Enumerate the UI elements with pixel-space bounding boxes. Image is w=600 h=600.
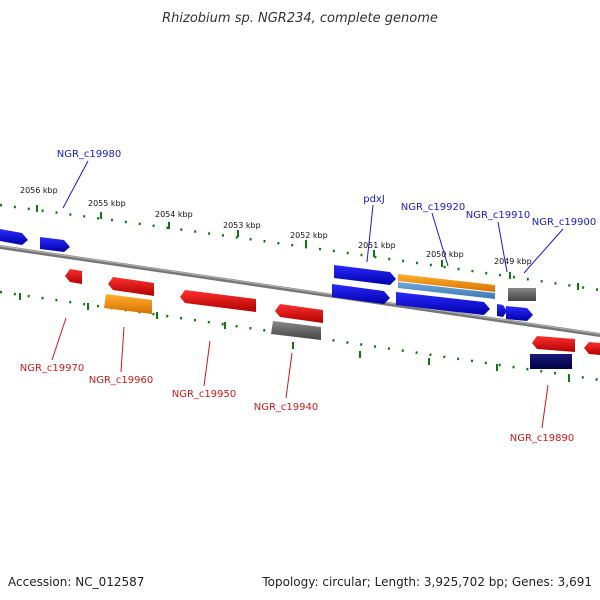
accession-text: Accession: NC_012587 <box>8 575 144 589</box>
leader-line <box>366 204 374 263</box>
gene-arrow-NGR-c19920[interactable] <box>398 274 495 292</box>
leader-line <box>541 384 549 429</box>
gene-label-NGR-c19900[interactable]: NGR_c19900 <box>532 217 597 228</box>
kbp-label: 2052 kbp <box>290 231 328 240</box>
gene-box-NGR-c19890[interactable] <box>530 354 572 369</box>
gene-arrow[interactable] <box>332 284 390 304</box>
gene-arrow[interactable] <box>497 304 507 317</box>
gene-arrow[interactable] <box>0 229 28 245</box>
gene-label-NGR-c19960[interactable]: NGR_c19960 <box>89 375 154 386</box>
genome-stats-text: Topology: circular; Length: 3,925,702 bp… <box>261 575 592 589</box>
kbp-label: 2053 kbp <box>223 221 261 230</box>
leader-line <box>51 317 67 361</box>
gene-arrow[interactable] <box>396 292 490 315</box>
kbp-label: 2049 kbp <box>494 257 532 266</box>
gene-arrow-NGR-c19920-rna[interactable] <box>398 282 495 299</box>
gene-arrow-NGR-c19960[interactable] <box>104 294 152 314</box>
gene-arrow[interactable] <box>40 237 70 252</box>
gene-label-NGR-c19940[interactable]: NGR_c19940 <box>254 402 319 413</box>
gene-arrow-NGR-c19970[interactable] <box>65 269 82 284</box>
gene-label-NGR-c19970[interactable]: NGR_c19970 <box>20 363 85 374</box>
kbp-label: 2054 kbp <box>155 210 193 219</box>
gene-arrow-pdxJ[interactable] <box>334 265 396 285</box>
leader-line <box>120 326 125 373</box>
map-title: Rhizobium sp. NGR234, complete genome <box>162 11 438 26</box>
gene-arrow[interactable] <box>584 342 600 355</box>
kbp-label: 2056 kbp <box>20 186 58 195</box>
gene-box-NGR-c19900[interactable] <box>508 288 536 301</box>
gene-arrow[interactable] <box>532 336 575 352</box>
leader-line <box>497 221 508 273</box>
gene-label-NGR-c19910[interactable]: NGR_c19910 <box>466 210 531 221</box>
gene-label-NGR-c19920[interactable]: NGR_c19920 <box>401 202 466 213</box>
gene-label-NGR-c19950[interactable]: NGR_c19950 <box>172 389 237 400</box>
forward-gene-labels: NGR_c19980 pdxJ NGR_c19920 NGR_c19910 NG… <box>57 149 597 274</box>
gene-label-NGR-c19980[interactable]: NGR_c19980 <box>57 149 122 160</box>
forward-strand-genes <box>0 229 536 321</box>
leader-line <box>62 160 89 209</box>
leader-line <box>523 228 564 274</box>
gene-arrow[interactable] <box>108 277 154 296</box>
reverse-strand-genes <box>65 269 600 369</box>
gene-arrow-NGR-c19950[interactable] <box>180 290 256 312</box>
gene-label-pdxJ[interactable]: pdxJ <box>363 194 385 205</box>
gene-arrow[interactable] <box>275 304 323 323</box>
reverse-gene-labels: NGR_c19970 NGR_c19960 NGR_c19950 NGR_c19… <box>20 317 575 444</box>
upper-scale-ticks <box>0 203 600 292</box>
kbp-labels: 2056 kbp 2055 kbp 2054 kbp 2053 kbp 2052… <box>20 186 532 266</box>
leader-line <box>203 340 211 387</box>
lower-scale-ticks <box>0 290 600 382</box>
gene-arrow-NGR-c19910[interactable] <box>506 306 533 321</box>
kbp-label: 2051 kbp <box>358 241 396 250</box>
gene-box-NGR-c19940[interactable] <box>271 321 321 340</box>
kbp-label: 2055 kbp <box>88 199 126 208</box>
leader-line <box>285 352 293 399</box>
leader-line <box>431 212 449 267</box>
gene-label-NGR-c19890[interactable]: NGR_c19890 <box>510 433 575 444</box>
